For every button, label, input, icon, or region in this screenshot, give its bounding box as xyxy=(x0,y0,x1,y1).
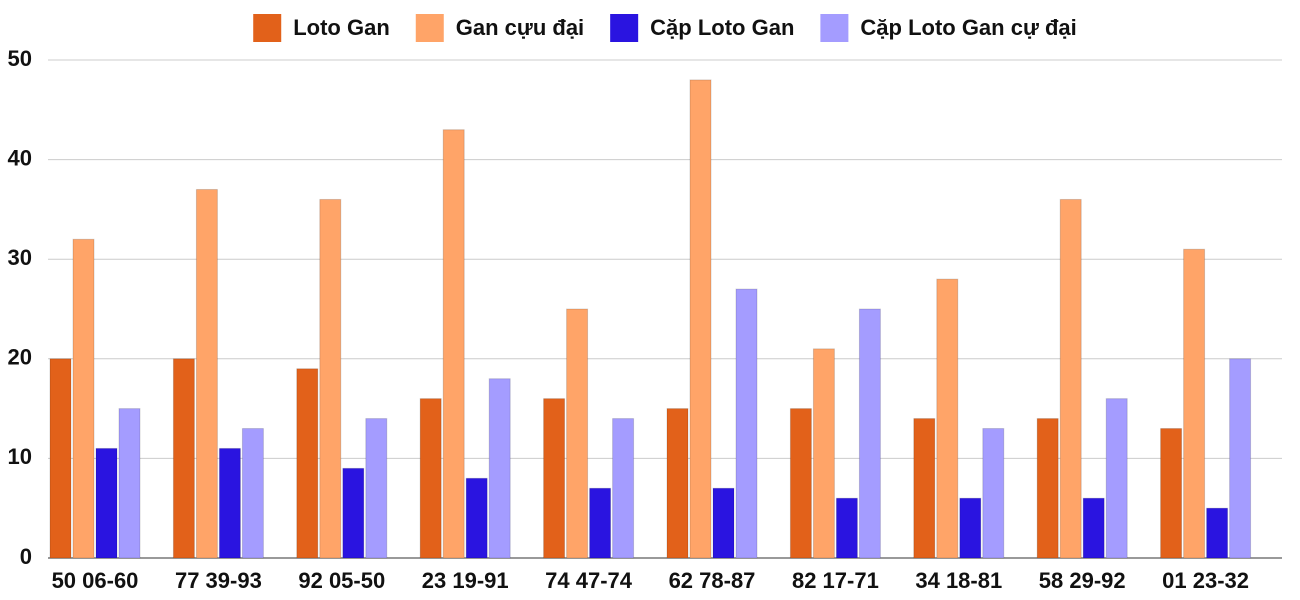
bar xyxy=(589,487,612,559)
legend-swatch xyxy=(415,14,444,42)
y-tick-label: 30 xyxy=(8,245,32,270)
legend-swatch xyxy=(253,14,282,42)
x-tick-label: 62 78-87 xyxy=(669,568,756,593)
bar xyxy=(689,79,712,559)
bar xyxy=(712,487,735,559)
bar xyxy=(1229,358,1252,559)
x-tick-label: 23 19-91 xyxy=(422,568,509,593)
bar xyxy=(365,418,388,559)
bar xyxy=(1183,248,1206,559)
y-tick-label: 0 xyxy=(20,544,32,569)
bar xyxy=(442,129,465,559)
bar xyxy=(218,447,241,559)
bar xyxy=(913,418,936,559)
x-tick-label: 77 39-93 xyxy=(175,568,262,593)
bar xyxy=(982,428,1005,559)
bar xyxy=(419,398,442,559)
bar xyxy=(241,428,264,559)
bar xyxy=(1105,398,1128,559)
bar xyxy=(1206,507,1229,559)
bar xyxy=(1160,428,1183,559)
bar xyxy=(835,497,858,559)
bar xyxy=(612,418,635,559)
x-tick-label: 92 05-50 xyxy=(298,568,385,593)
bar xyxy=(936,278,959,559)
bar xyxy=(959,497,982,559)
bar xyxy=(858,308,881,559)
bar xyxy=(172,358,195,559)
bar xyxy=(789,408,812,559)
bar xyxy=(49,358,72,559)
bar xyxy=(812,348,835,559)
bar xyxy=(195,188,218,559)
legend-label: Gan cựu đại xyxy=(456,15,584,40)
bar xyxy=(543,398,566,559)
y-tick-label: 40 xyxy=(8,145,32,170)
y-tick-label: 50 xyxy=(8,46,32,71)
bar xyxy=(1036,418,1059,559)
legend-label: Cặp Loto Gan cự đại xyxy=(860,15,1076,40)
legend-label: Cặp Loto Gan xyxy=(650,15,794,40)
x-tick-label: 74 47-74 xyxy=(545,568,633,593)
bar xyxy=(488,378,511,559)
legend-swatch xyxy=(610,14,639,42)
bar xyxy=(735,288,758,559)
legend-swatch xyxy=(820,14,849,42)
bar xyxy=(465,477,488,559)
bar xyxy=(72,238,95,559)
bar xyxy=(95,447,118,559)
y-tick-label: 10 xyxy=(8,444,32,469)
x-tick-label: 01 23-32 xyxy=(1162,568,1249,593)
bar xyxy=(1082,497,1105,559)
bar xyxy=(666,408,689,559)
legend-label: Loto Gan xyxy=(293,15,390,40)
bar xyxy=(118,408,141,559)
bar xyxy=(296,368,319,559)
x-tick-label: 58 29-92 xyxy=(1039,568,1126,593)
bar xyxy=(566,308,589,559)
x-tick-label: 50 06-60 xyxy=(52,568,139,593)
y-tick-label: 20 xyxy=(8,345,32,370)
x-tick-label: 82 17-71 xyxy=(792,568,879,593)
x-tick-label: 34 18-81 xyxy=(915,568,1002,593)
bar xyxy=(1059,198,1082,559)
bar xyxy=(342,467,365,559)
bar xyxy=(319,198,342,559)
